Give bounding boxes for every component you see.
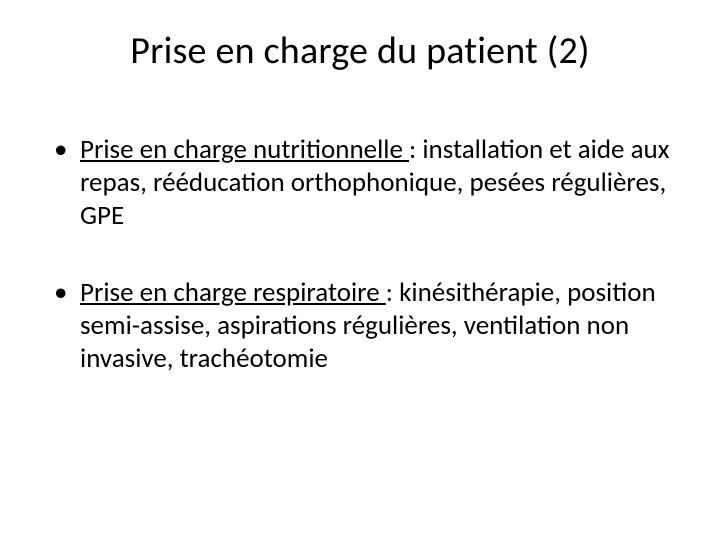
list-item: Prise en charge nutritionnelle : install… [48,134,672,233]
bullet-lead: Prise en charge nutritionnelle [80,133,409,166]
slide: Prise en charge du patient (2) Prise en … [0,0,720,540]
bullet-lead: Prise en charge respiratoire [80,276,386,309]
slide-title: Prise en charge du patient (2) [48,28,672,74]
list-item: Prise en charge respiratoire : kinésithé… [48,277,672,376]
bullet-list: Prise en charge nutritionnelle : install… [48,134,672,376]
